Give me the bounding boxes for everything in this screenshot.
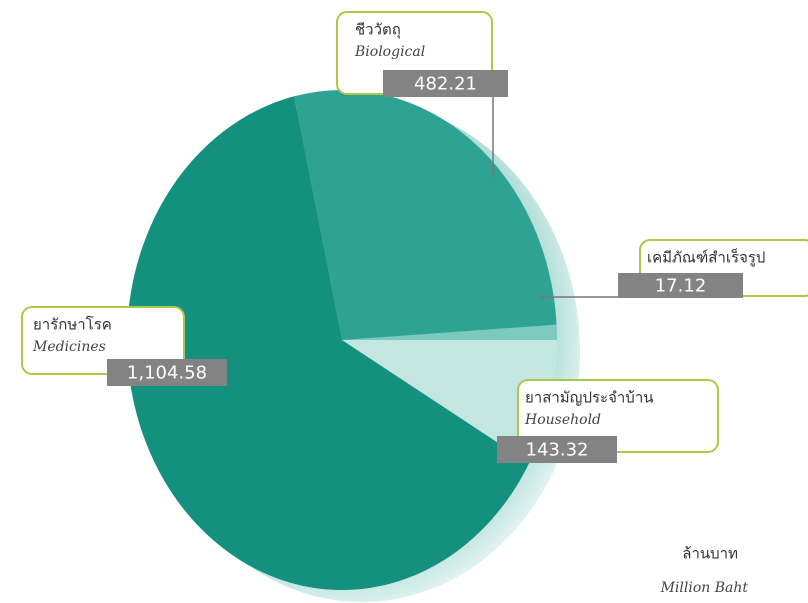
value-label: 17.12 (655, 276, 707, 297)
value-box (383, 70, 508, 97)
unit-label-en: Million Baht (660, 580, 749, 596)
value-box (107, 359, 227, 386)
pie (127, 89, 557, 590)
callout-box (21, 306, 185, 375)
pie-slice (342, 340, 557, 464)
pie-slice (127, 96, 530, 590)
category-label: เคมีภัณฑ์สำเร็จรูป (647, 248, 765, 267)
value-box (618, 273, 743, 298)
value-label: 1,104.58 (127, 363, 207, 384)
category-label: ยาสามัญประจำบ้าน (525, 389, 654, 407)
category-subtitle: Medicines (32, 339, 106, 355)
category-subtitle: Biological (354, 44, 425, 60)
value-box (497, 436, 617, 463)
value-label: 143.32 (526, 440, 589, 461)
callouts: ชีววัตถุ Biological 482.21 เคมีภัณฑ์สำเร็จร… (21, 11, 808, 463)
pie-slice (342, 324, 557, 340)
category-label: ชีววัตถุ (355, 21, 401, 40)
category-subtitle: Household (524, 412, 601, 428)
category-label: ยารักษาโรค (33, 316, 112, 334)
value-label: 482.21 (414, 74, 477, 95)
callout-box (517, 379, 719, 453)
unit-label: ล้านบาท (682, 545, 738, 563)
pie-slice (294, 89, 557, 340)
